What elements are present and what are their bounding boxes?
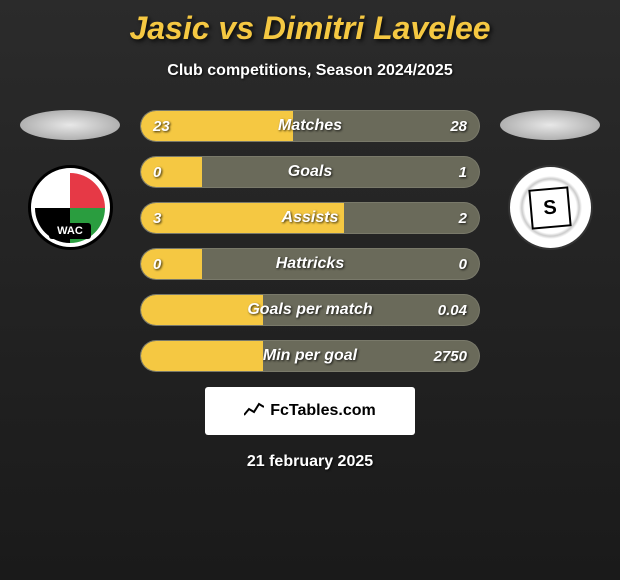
chart-icon	[244, 401, 264, 422]
stat-label: Assists	[141, 209, 479, 227]
right-column: S	[500, 110, 600, 250]
stat-label: Matches	[141, 117, 479, 135]
left-ellipse-decoration	[20, 110, 120, 140]
stat-right-value: 2	[459, 210, 467, 227]
stat-right-value: 28	[450, 118, 467, 135]
stat-left-value: 0	[153, 164, 161, 181]
stat-bar: Min per goal 2750	[140, 340, 480, 372]
stat-bar: 0 Hattricks 0	[140, 248, 480, 280]
stats-bars-container: 23 Matches 28 0 Goals 1 3 Assists 2 0 Ha…	[140, 110, 480, 372]
date-label: 21 february 2025	[0, 453, 620, 471]
stat-right-value: 0	[459, 256, 467, 273]
stat-right-value: 2750	[434, 348, 467, 365]
comparison-title: Jasic vs Dimitri Lavelee	[0, 0, 620, 47]
brand-text: FcTables.com	[270, 402, 376, 420]
stat-left-value: 3	[153, 210, 161, 227]
left-team-logo: WAC	[28, 165, 113, 250]
stat-label: Goals	[141, 163, 479, 181]
stat-label: Min per goal	[141, 347, 479, 365]
main-content: WAC 23 Matches 28 0 Goals 1 3 Assists 2 …	[0, 110, 620, 372]
stat-left-value: 0	[153, 256, 161, 273]
right-team-logo: S	[508, 165, 593, 250]
left-column: WAC	[20, 110, 120, 250]
stat-bar: 3 Assists 2	[140, 202, 480, 234]
subtitle: Club competitions, Season 2024/2025	[0, 62, 620, 80]
stat-bar: Goals per match 0.04	[140, 294, 480, 326]
brand-badge[interactable]: FcTables.com	[205, 387, 415, 435]
stat-bar: 0 Goals 1	[140, 156, 480, 188]
stat-right-value: 0.04	[438, 302, 467, 319]
stat-label: Goals per match	[141, 301, 479, 319]
stat-left-value: 23	[153, 118, 170, 135]
right-ellipse-decoration	[500, 110, 600, 140]
stat-label: Hattricks	[141, 255, 479, 273]
stat-right-value: 1	[459, 164, 467, 181]
sturm-logo-inner: S	[528, 186, 571, 229]
stat-bar: 23 Matches 28	[140, 110, 480, 142]
wac-logo-text: WAC	[49, 223, 91, 239]
